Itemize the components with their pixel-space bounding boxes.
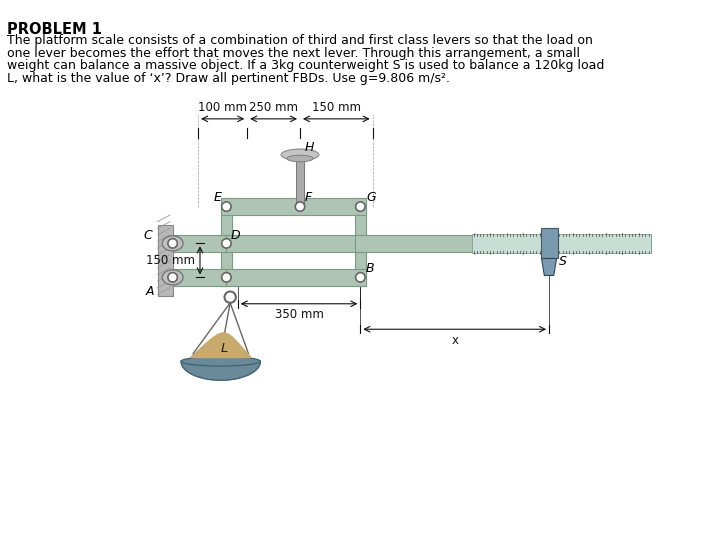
Text: The platform scale consists of a combination of third and first class levers so : The platform scale consists of a combina… [7,34,593,47]
Text: weight can balance a massive object. If a 3kg counterweight S is used to balance: weight can balance a massive object. If … [7,59,604,72]
Text: G: G [366,191,376,204]
Polygon shape [181,361,260,380]
Text: PROBLEM 1: PROBLEM 1 [7,22,102,37]
Ellipse shape [162,236,183,251]
Text: D: D [231,229,241,241]
Text: x: x [451,334,458,347]
Text: 100 mm: 100 mm [198,101,247,114]
Text: C: C [143,229,152,241]
Text: A: A [145,285,154,298]
Bar [541,228,558,259]
Bar [296,159,304,207]
Bar [221,235,366,252]
Circle shape [168,239,177,248]
Text: S: S [558,255,566,268]
Circle shape [168,273,177,282]
Circle shape [222,202,231,211]
Polygon shape [190,333,251,358]
Polygon shape [542,259,557,276]
Bar [172,235,226,252]
Circle shape [222,239,231,248]
Text: one lever becomes the effort that moves the next lever. Through this arrangement: one lever becomes the effort that moves … [7,47,579,60]
Bar [221,198,366,215]
Text: 350 mm: 350 mm [275,309,324,321]
Ellipse shape [162,270,183,285]
Bar [355,235,651,252]
Text: 150 mm: 150 mm [146,254,196,267]
Text: 250 mm: 250 mm [249,101,298,114]
Text: L, what is the value of ‘x’? Draw all pertinent FBDs. Use g=9.806 m/s².: L, what is the value of ‘x’? Draw all pe… [7,72,449,85]
Text: 150 mm: 150 mm [312,101,361,114]
Text: E: E [213,191,221,204]
Text: F: F [305,191,312,204]
Circle shape [295,202,305,211]
Bar [221,269,366,286]
Bar [158,224,172,296]
Text: H: H [305,141,314,154]
Bar [472,234,651,253]
Ellipse shape [281,149,319,160]
Bar [355,198,366,286]
Ellipse shape [181,357,260,366]
Circle shape [356,273,365,282]
Text: L: L [221,342,228,354]
Text: B: B [366,262,374,276]
Bar [221,198,232,286]
Circle shape [356,202,365,211]
Ellipse shape [286,155,313,162]
Circle shape [222,273,231,282]
Bar [172,269,226,286]
